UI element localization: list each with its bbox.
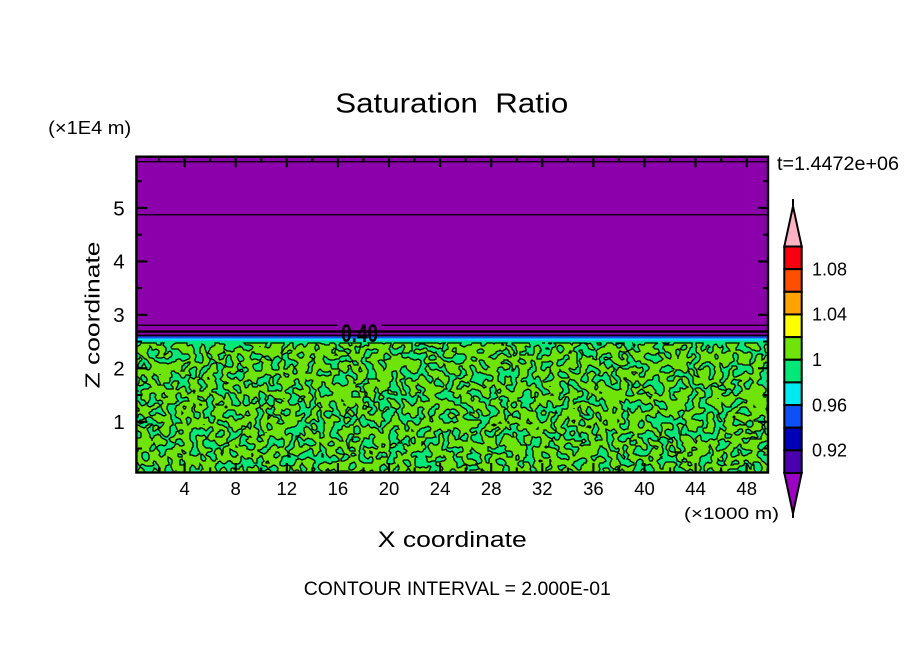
svg-text:12: 12	[277, 478, 298, 499]
svg-text:40: 40	[634, 478, 655, 499]
svg-text:X coordinate: X coordinate	[378, 527, 527, 552]
svg-text:28: 28	[481, 478, 502, 499]
svg-text:5: 5	[113, 197, 124, 220]
svg-text:0.40: 0.40	[341, 320, 378, 348]
svg-text:32: 32	[532, 478, 553, 499]
svg-text:(×1E4 m): (×1E4 m)	[48, 117, 131, 138]
svg-text:0.96: 0.96	[812, 395, 847, 415]
svg-text:48: 48	[736, 478, 757, 499]
svg-text:2: 2	[113, 358, 124, 381]
svg-text:8: 8	[231, 478, 241, 499]
svg-text:1: 1	[812, 350, 822, 370]
svg-text:4: 4	[113, 251, 124, 274]
svg-text:Z coordinate: Z coordinate	[82, 242, 105, 389]
svg-text:44: 44	[685, 478, 706, 499]
svg-text:36: 36	[583, 478, 604, 499]
svg-text:CONTOUR INTERVAL = 2.000E-01: CONTOUR INTERVAL = 2.000E-01	[304, 578, 611, 600]
svg-text:24: 24	[430, 478, 451, 499]
svg-text:1: 1	[113, 411, 124, 434]
svg-text:0.92: 0.92	[812, 441, 847, 461]
svg-text:1.08: 1.08	[812, 259, 847, 279]
svg-text:3: 3	[113, 304, 124, 327]
svg-text:(×1000 m): (×1000 m)	[684, 504, 779, 523]
svg-text:20: 20	[379, 478, 400, 499]
svg-text:t=1.4472e+06: t=1.4472e+06	[777, 154, 899, 175]
svg-text:1.04: 1.04	[812, 305, 847, 325]
svg-text:Saturation Ratio: Saturation Ratio	[335, 88, 568, 119]
svg-text:4: 4	[179, 478, 189, 499]
svg-text:16: 16	[328, 478, 349, 499]
